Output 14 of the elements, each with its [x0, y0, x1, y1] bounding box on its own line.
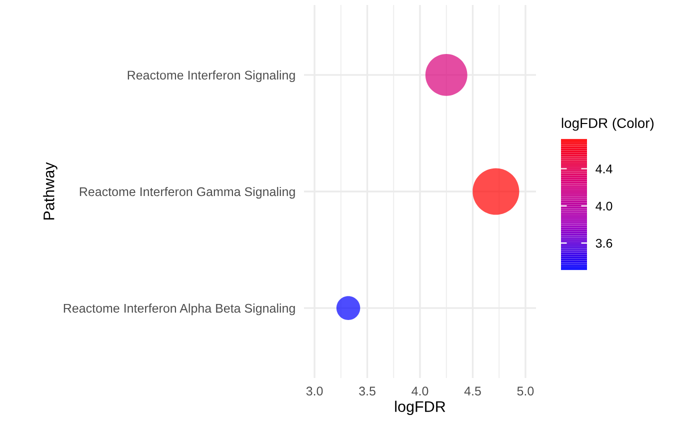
y-axis-title: Pathway	[43, 162, 58, 220]
y-tick-label: Reactome Interferon Signaling	[128, 70, 295, 82]
color-bar-label: 4.4	[596, 164, 612, 174]
color-bar-title: logFDR (Color)	[562, 118, 654, 131]
y-tick-label: Reactome Interferon Alpha Beta Signaling	[64, 304, 295, 316]
x-tick-label: 4.0	[412, 386, 428, 396]
color-bar-label: 4.0	[596, 202, 612, 211]
x-tick-label: 5.0	[517, 386, 534, 396]
x-tick-label: 4.5	[464, 386, 481, 396]
x-tick-label: 3.5	[359, 386, 376, 396]
x-axis-title: logFDR	[395, 400, 446, 416]
y-tick-label: Reactome Interferon Gamma Signaling	[80, 186, 295, 199]
x-tick-label: 3.0	[306, 386, 323, 396]
color-bar-label: 3.6	[596, 238, 612, 248]
